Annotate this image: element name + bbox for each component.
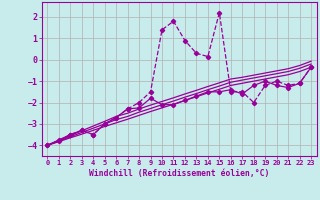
X-axis label: Windchill (Refroidissement éolien,°C): Windchill (Refroidissement éolien,°C) bbox=[89, 169, 269, 178]
